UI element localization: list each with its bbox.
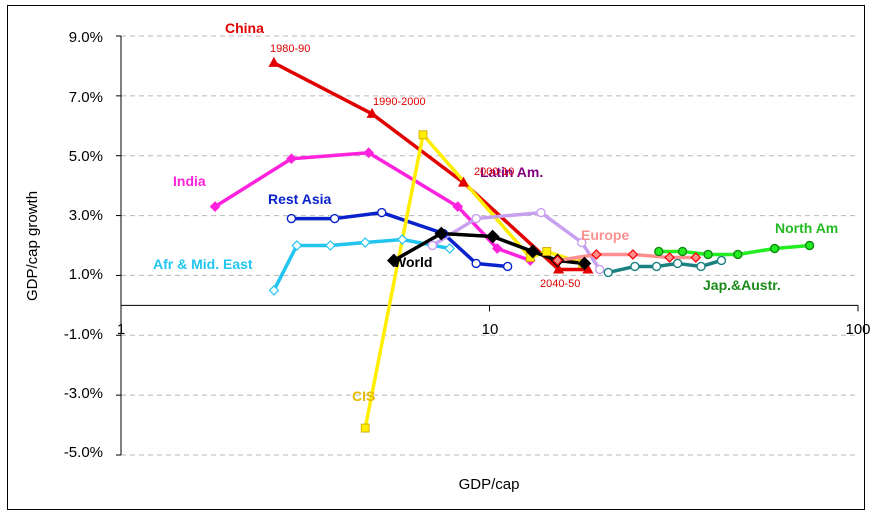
label-latin-am: Latin Am.	[480, 164, 543, 180]
axes	[116, 35, 859, 456]
data-point-north-am	[703, 249, 713, 260]
y-tick-label: 9.0%	[69, 29, 103, 46]
data-point-china	[457, 176, 469, 187]
data-point-jap-austr	[651, 261, 662, 272]
data-point-india	[452, 201, 464, 212]
data-point-rest-asia	[377, 207, 387, 218]
annotation-2000-10: 2000-10	[474, 166, 514, 178]
data-point-world	[485, 229, 500, 244]
x-tick-label: 100	[845, 321, 870, 338]
data-point-north-am	[654, 246, 664, 257]
data-point-china	[268, 56, 280, 67]
data-point-europe	[627, 249, 639, 260]
data-point-jap-austr	[696, 261, 706, 272]
series-line-afr-mid-east	[272, 237, 451, 292]
data-point-latin-am	[471, 213, 481, 224]
series-markers	[209, 56, 815, 433]
label-world: World	[393, 254, 432, 270]
annotation-1990-2000: 1990-2000	[373, 96, 426, 108]
label-china: China	[225, 20, 264, 36]
series-labels: China India Rest Asia Afr & Mid. East CI…	[153, 20, 838, 404]
data-point-latin-am	[594, 264, 605, 275]
series-line-rest-asia	[291, 210, 508, 269]
data-point-rest-asia	[502, 261, 513, 272]
label-afr-mid-east: Afr & Mid. East	[153, 256, 253, 272]
data-point-india	[209, 201, 221, 212]
data-point-cis	[418, 130, 428, 140]
annotation-2040-50: 2040-50	[540, 278, 580, 290]
data-point-afr-mid-east	[268, 285, 280, 296]
data-point-latin-am	[536, 207, 546, 218]
x-axis-title: GDP/cap	[459, 476, 520, 493]
data-point-afr-mid-east	[325, 240, 336, 251]
y-tick-label: -5.0%	[64, 444, 103, 461]
data-point-world	[434, 226, 449, 241]
data-point-rest-asia	[286, 213, 297, 224]
y-tick-label: 1.0%	[69, 266, 103, 283]
data-point-jap-austr	[630, 261, 640, 272]
data-point-world	[386, 253, 401, 268]
label-north-am: North Am	[775, 220, 838, 236]
data-point-north-am	[804, 240, 815, 251]
annotation-1980-90: 1980-90	[270, 43, 310, 55]
label-cis: CIS	[352, 388, 375, 404]
y-tick-labels: 9.0% 7.0% 5.0% 3.0% 1.0% -1.0% -3.0% -5.…	[64, 29, 103, 461]
label-india: India	[173, 173, 206, 189]
data-point-china	[366, 107, 378, 118]
data-point-cis	[542, 247, 552, 256]
data-point-jap-austr	[716, 255, 727, 266]
data-point-rest-asia	[329, 213, 340, 224]
data-point-india	[491, 243, 503, 254]
data-point-europe	[552, 255, 563, 266]
data-point-jap-austr	[672, 258, 683, 269]
data-point-afr-mid-east	[291, 240, 303, 251]
x-tick-labels: 1 10 100	[117, 321, 871, 338]
data-point-china	[582, 263, 594, 274]
grid-lines	[121, 35, 858, 456]
series-lines	[214, 61, 810, 429]
data-point-cis	[360, 423, 370, 433]
period-annotations: 1980-90 1990-2000 2000-10 2040-50	[270, 43, 580, 290]
y-tick-label: 7.0%	[69, 89, 103, 106]
label-europe: Europe	[581, 227, 629, 243]
data-point-afr-mid-east	[359, 237, 371, 248]
data-point-india	[286, 153, 297, 165]
x-tick-label: 10	[482, 321, 499, 338]
x-tick-label: 1	[117, 321, 125, 338]
data-point-europe	[690, 252, 702, 263]
label-jap-austr: Jap.&Austr.	[703, 277, 781, 293]
data-point-europe	[664, 252, 675, 263]
data-point-europe	[591, 249, 602, 260]
data-point-rest-asia	[471, 258, 481, 269]
y-tick-label: 3.0%	[69, 207, 103, 224]
y-tick-label: 5.0%	[69, 148, 103, 165]
data-point-latin-am	[577, 237, 587, 248]
y-tick-label: -1.0%	[64, 326, 103, 343]
data-point-north-am	[769, 243, 780, 254]
label-rest-asia: Rest Asia	[268, 191, 332, 207]
data-point-india	[363, 147, 375, 159]
data-point-world	[525, 244, 540, 259]
chart-frame	[7, 5, 865, 510]
data-point-latin-am	[427, 240, 438, 251]
y-axis-title: GDP/cap growth	[24, 191, 41, 301]
data-point-jap-austr	[603, 267, 613, 278]
data-point-china	[553, 263, 565, 274]
data-point-north-am	[733, 249, 743, 260]
data-point-afr-mid-east	[444, 243, 456, 254]
y-tick-label: -3.0%	[64, 385, 103, 402]
data-point-afr-mid-east	[396, 234, 408, 245]
data-point-world	[577, 256, 592, 271]
data-point-north-am	[677, 246, 688, 257]
